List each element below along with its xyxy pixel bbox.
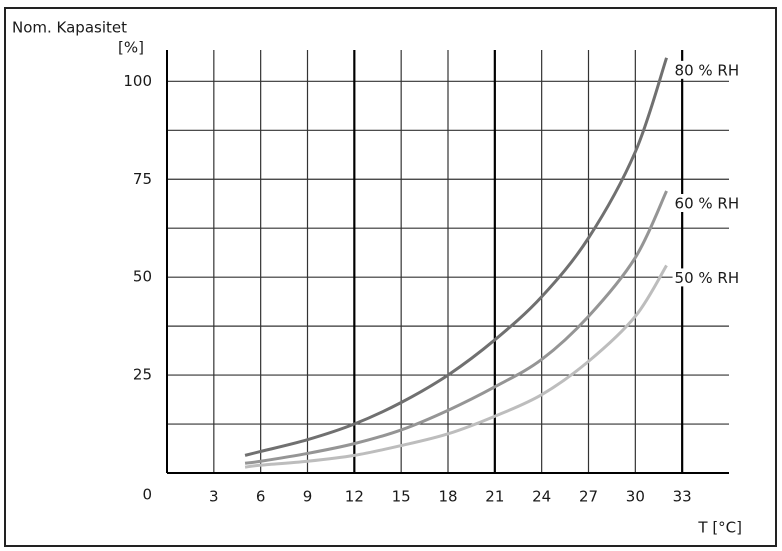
x-tick-label: 21: [485, 488, 504, 506]
y-tick-label: 0: [142, 486, 152, 504]
x-tick-label: 24: [532, 488, 551, 506]
x-tick-label: 3: [209, 488, 219, 506]
x-tick-label: 15: [392, 488, 411, 506]
x-tick-label: 12: [345, 488, 364, 506]
label-bg: [672, 194, 749, 212]
x-tick-label: 6: [256, 488, 266, 506]
y-tick-label: 75: [133, 170, 152, 188]
x-tick-label: 9: [303, 488, 313, 506]
x-tick-label: 27: [579, 488, 598, 506]
label-bg: [672, 60, 749, 79]
y-tick-label: 25: [133, 366, 152, 384]
x-tick-label: 30: [626, 488, 645, 506]
series-line: [244, 190, 668, 465]
x-tick-label: 33: [673, 488, 692, 506]
series-label: 80 % RH: [675, 61, 740, 79]
y-tick-label: 50: [133, 268, 152, 286]
y-tick-label: 100: [123, 72, 152, 90]
x-axis-label: T [°C]: [697, 519, 742, 537]
series-label: 50 % RH: [675, 269, 740, 287]
y-axis-unit: [%]: [118, 39, 144, 57]
label-bg: [672, 268, 749, 287]
y-axis-label: Nom. Kapasitet: [12, 19, 127, 37]
series-label: 60 % RH: [675, 195, 740, 213]
series-line: [244, 264, 668, 469]
x-tick-label: 18: [438, 488, 457, 506]
series-line: [244, 57, 668, 457]
